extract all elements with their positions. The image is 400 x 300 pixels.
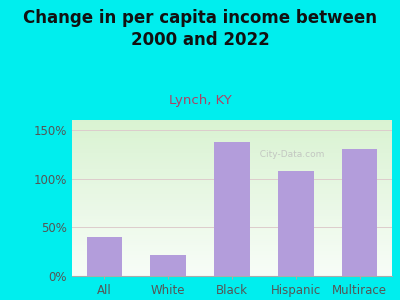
Bar — [72, 192, 392, 194]
Bar — [72, 229, 392, 231]
Bar — [72, 225, 392, 227]
Bar — [72, 239, 392, 241]
Bar — [72, 137, 392, 140]
Bar — [72, 153, 392, 155]
Bar — [72, 157, 392, 159]
Bar — [72, 268, 392, 270]
Bar — [72, 208, 392, 210]
Bar — [72, 227, 392, 229]
Bar — [72, 198, 392, 200]
Bar — [72, 223, 392, 225]
Bar — [86, 237, 122, 276]
Bar — [72, 167, 392, 169]
Bar — [72, 210, 392, 212]
Bar — [72, 120, 392, 122]
Bar — [72, 126, 392, 128]
Bar — [72, 274, 392, 276]
Bar — [72, 143, 392, 145]
Bar — [72, 241, 392, 243]
Bar — [72, 219, 392, 221]
Bar — [72, 151, 392, 153]
Bar — [150, 254, 186, 276]
Bar — [72, 272, 392, 274]
Bar — [72, 175, 392, 176]
Bar — [72, 260, 392, 262]
Bar — [72, 178, 392, 180]
Bar — [72, 231, 392, 233]
Bar — [72, 176, 392, 178]
Bar — [72, 215, 392, 217]
Bar — [72, 184, 392, 186]
Bar — [72, 212, 392, 214]
Bar — [72, 169, 392, 171]
Bar — [72, 190, 392, 192]
Bar — [72, 149, 392, 151]
Text: Lynch, KY: Lynch, KY — [169, 94, 231, 107]
Bar — [72, 188, 392, 190]
Bar — [72, 194, 392, 196]
Bar — [72, 140, 392, 141]
Bar — [72, 247, 392, 249]
Bar — [72, 122, 392, 124]
Bar — [72, 258, 392, 260]
Bar — [72, 171, 392, 172]
Bar — [72, 141, 392, 143]
Bar — [72, 221, 392, 223]
Bar — [72, 266, 392, 268]
Bar — [72, 250, 392, 253]
Bar — [72, 206, 392, 208]
Bar — [72, 200, 392, 202]
Bar — [72, 147, 392, 149]
Bar — [72, 130, 392, 132]
Bar — [72, 180, 392, 182]
Bar — [72, 163, 392, 165]
Bar — [72, 172, 392, 175]
Bar — [72, 254, 392, 256]
Bar — [72, 165, 392, 167]
Bar — [72, 161, 392, 163]
Bar — [278, 171, 314, 276]
Bar — [72, 128, 392, 130]
Bar — [72, 159, 392, 161]
Bar — [72, 132, 392, 134]
Bar — [342, 149, 378, 276]
Bar — [72, 202, 392, 204]
Bar — [72, 155, 392, 157]
Bar — [72, 253, 392, 254]
Bar — [72, 235, 392, 237]
Bar — [72, 214, 392, 215]
Bar — [214, 142, 250, 276]
Bar — [72, 237, 392, 239]
Bar — [72, 136, 392, 137]
Bar — [72, 264, 392, 266]
Bar — [72, 186, 392, 188]
Bar — [72, 262, 392, 264]
Bar — [72, 218, 392, 219]
Bar — [72, 182, 392, 184]
Bar — [72, 196, 392, 198]
Bar — [72, 243, 392, 245]
Bar — [72, 204, 392, 206]
Bar — [72, 245, 392, 247]
Bar — [72, 124, 392, 126]
Bar — [72, 134, 392, 136]
Bar — [72, 249, 392, 251]
Bar — [72, 233, 392, 235]
Bar — [72, 256, 392, 258]
Text: Change in per capita income between
2000 and 2022: Change in per capita income between 2000… — [23, 9, 377, 49]
Text: City-Data.com: City-Data.com — [254, 150, 325, 159]
Bar — [72, 145, 392, 147]
Bar — [72, 270, 392, 272]
